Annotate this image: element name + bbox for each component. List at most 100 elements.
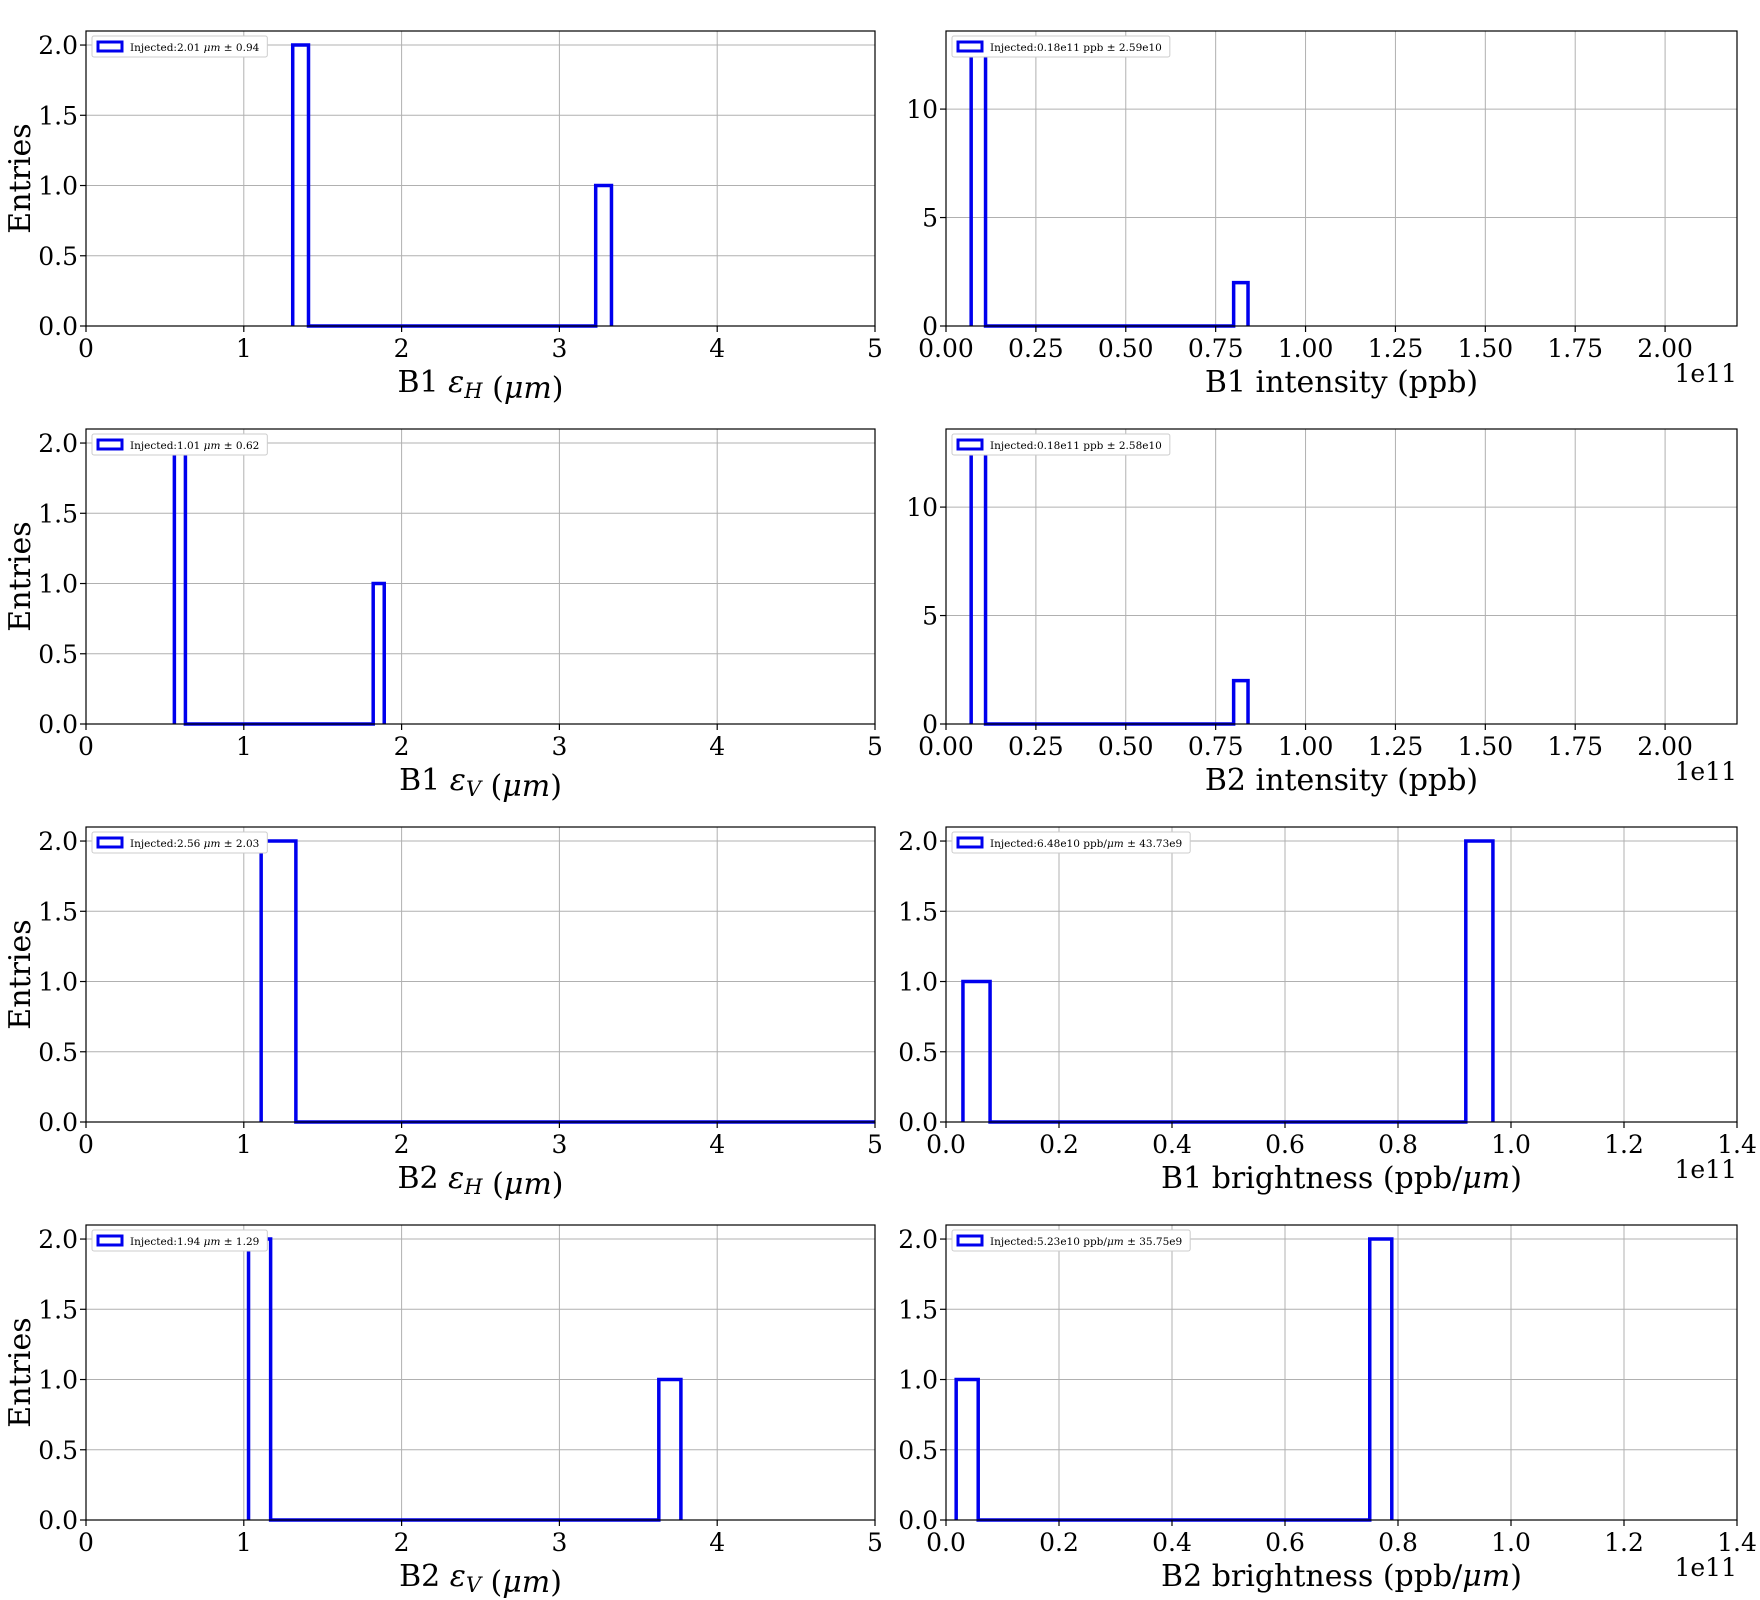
histogram-bar: [1234, 283, 1248, 326]
x-tick-label: 5: [867, 1528, 883, 1557]
x-tick-label: 1: [236, 1528, 252, 1557]
y-tick-label: 0.0: [898, 1506, 938, 1535]
x-axis-label: B1 intensity (ppb): [1205, 365, 1478, 400]
x-tick-label: 1.4: [1717, 1528, 1757, 1557]
x-tick-label: 2.00: [1637, 732, 1693, 761]
x-axis-label: B2 εV (μm): [399, 1559, 562, 1600]
y-tick-label: 2.0: [898, 827, 938, 856]
x-tick-label: 5: [867, 334, 883, 363]
legend-label: Injected:1.94 μm ± 1.29: [130, 1236, 259, 1248]
x-tick-label: 5: [867, 732, 883, 761]
legend: Injected:0.18e11 ppb ± 2.58e10: [951, 433, 1171, 456]
subplot-7: 0 1 2 3 4 5 0.0 0.5 1.0 1.5 2.0 B2 εV (μm) Entries In…: [3, 1224, 883, 1600]
legend-label: Injected:1.01 μm ± 0.62: [130, 440, 259, 452]
legend-box: [91, 35, 268, 58]
y-tick-label: 0.0: [38, 1506, 78, 1535]
y-tick-label: 2.0: [38, 429, 78, 458]
y-tick-label: 1.0: [38, 172, 78, 201]
y-tick-label: 0.0: [38, 312, 78, 341]
x-tick-label: 2: [394, 1528, 410, 1557]
x-tick-label: 0: [78, 1528, 94, 1557]
y-tick-label: 1.0: [38, 968, 78, 997]
legend-swatch: [956, 836, 984, 849]
x-tick-label: 0.6: [1265, 1528, 1305, 1557]
x-tick-label: 0.6: [1265, 1130, 1305, 1159]
y-tick-label: 5: [922, 602, 938, 631]
y-tick-label: 1.5: [898, 1295, 938, 1324]
legend-label: Injected:2.01 μm ± 0.94: [130, 42, 260, 54]
x-tick-label: 1.00: [1278, 732, 1334, 761]
x-tick-label: 0: [78, 1130, 94, 1159]
x-tick-label: 5: [867, 1130, 883, 1159]
x-tick-label: 0.2: [1039, 1130, 1079, 1159]
x-axis-label: B1 εH (μm): [397, 365, 563, 406]
axis-offset-text: 1e11: [1674, 757, 1737, 786]
x-tick-label: 3: [551, 732, 567, 761]
x-tick-label: 1.0: [1491, 1528, 1531, 1557]
x-tick-label: 1.00: [1278, 334, 1334, 363]
x-tick-label: 1.2: [1604, 1130, 1644, 1159]
axes-frame: [85, 428, 876, 725]
axes-frame: [85, 30, 876, 327]
x-tick-label: 1.50: [1457, 334, 1513, 363]
legend-box: [951, 1229, 1191, 1252]
x-tick-label: 0.4: [1152, 1130, 1192, 1159]
subplot-6: 0.0 0.2 0.4 0.6 0.8 1.0 1.2 1.4 0.0 0.5 1.0 1.5 2.0 B…: [898, 826, 1757, 1196]
x-axis-label: B1 εV (μm): [399, 763, 562, 804]
axis-offset-text: 1e11: [1674, 359, 1737, 388]
y-tick-label: 0.5: [898, 1038, 938, 1067]
x-tick-label: 1.75: [1547, 732, 1603, 761]
y-tick-label: 10: [906, 493, 938, 522]
legend: Injected:5.23e10 ppb/μm ± 35.75e9: [951, 1229, 1191, 1252]
y-tick-label: 0.0: [38, 1108, 78, 1137]
legend: Injected:1.01 μm ± 0.62: [91, 433, 268, 456]
subplot-1: 0 1 2 3 4 5 0.0 0.5 1.0 1.5 2.0 B1 εH (μm) Entries In…: [3, 30, 883, 406]
x-tick-label: 0.2: [1039, 1528, 1079, 1557]
legend-box: [951, 831, 1191, 854]
y-tick-label: 5: [922, 204, 938, 233]
x-tick-label: 2: [394, 1130, 410, 1159]
x-tick-label: 2: [394, 334, 410, 363]
x-axis-label: B2 εH (μm): [397, 1161, 563, 1202]
x-tick-label: 1.25: [1368, 732, 1424, 761]
x-tick-label: 0.00: [918, 732, 974, 761]
x-tick-label: 0.8: [1378, 1130, 1418, 1159]
x-tick-label: 3: [551, 1130, 567, 1159]
x-tick-label: 3: [551, 1528, 567, 1557]
legend-label: Injected:5.23e10 ppb/μm ± 35.75e9: [990, 1236, 1182, 1248]
y-tick-label: 2.0: [38, 31, 78, 60]
legend-label: Injected:0.18e11 ppb ± 2.59e10: [990, 42, 1162, 54]
legend-swatch: [956, 438, 984, 451]
y-axis-label: Entries: [3, 1317, 38, 1427]
x-axis-label: B2 brightness (ppb/μm): [1161, 1559, 1522, 1594]
x-tick-label: 0.0: [926, 1130, 966, 1159]
y-tick-label: 0.5: [38, 640, 78, 669]
x-tick-label: 0.8: [1378, 1528, 1418, 1557]
subplot-3: 0 1 2 3 4 5 0.0 0.5 1.0 1.5 2.0 B1 εV (μm) Entries In…: [3, 428, 883, 804]
y-tick-label: 10: [906, 95, 938, 124]
y-tick-label: 1.5: [898, 897, 938, 926]
y-tick-label: 1.5: [38, 499, 78, 528]
legend: Injected:6.48e10 ppb/μm ± 43.73e9: [951, 831, 1191, 854]
y-tick-label: 0: [922, 312, 938, 341]
x-tick-label: 1.0: [1491, 1130, 1531, 1159]
histogram-series: [969, 440, 1250, 726]
legend-label: Injected:2.56 μm ± 2.03: [130, 838, 259, 850]
x-tick-label: 0.25: [1008, 334, 1064, 363]
x-tick-label: 1.4: [1717, 1130, 1757, 1159]
x-tick-label: 1: [236, 732, 252, 761]
y-axis-label: Entries: [3, 521, 38, 631]
legend-swatch: [96, 40, 124, 53]
legend-box: [951, 35, 1171, 58]
legend-label: Injected:0.18e11 ppb ± 2.58e10: [990, 440, 1162, 452]
y-tick-label: 1.0: [898, 968, 938, 997]
x-tick-label: 0.4: [1152, 1528, 1192, 1557]
y-tick-label: 0: [922, 710, 938, 739]
histogram-bar: [1234, 681, 1248, 724]
y-tick-label: 1.0: [38, 1366, 78, 1395]
x-tick-label: 0.00: [918, 334, 974, 363]
axes-frame: [945, 826, 1738, 1123]
axis-offset-text: 1e11: [1674, 1553, 1737, 1582]
legend-swatch: [956, 40, 984, 53]
